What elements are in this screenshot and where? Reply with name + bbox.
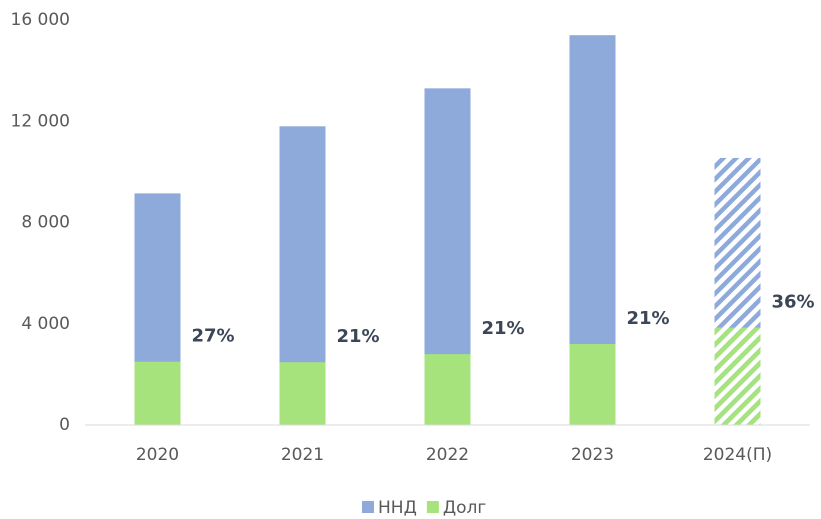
x-tick-label: 2024(П) [703,445,772,465]
bar [569,344,616,425]
legend-label: ННД [378,498,417,518]
annotation: 21% [482,318,525,339]
x-tick-label: 2021 [281,445,324,465]
x-tick-label: 2020 [136,445,179,465]
bar [279,362,326,425]
annotation: 21% [627,308,670,329]
legend-swatch [426,501,439,513]
legend-swatch [362,501,374,513]
y-tick-label: 12 000 [11,111,70,131]
y-tick-label: 8 000 [21,213,70,233]
bar [424,354,471,425]
y-tick-label: 4 000 [21,314,70,334]
y-tick-label: 16 000 [11,10,70,30]
bar [714,327,761,425]
annotation: 21% [337,326,380,347]
x-tick-label: 2023 [571,445,614,465]
annotation: 27% [192,326,235,347]
y-tick-label: 0 [59,415,70,435]
annotation: 36% [772,292,815,313]
x-tick-label: 2022 [426,445,469,465]
legend-label: Долг [443,498,487,518]
bar [134,361,181,425]
